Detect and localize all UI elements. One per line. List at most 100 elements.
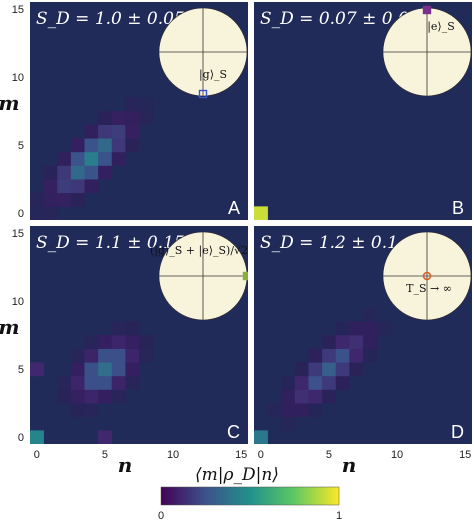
- colorbar: ⟨m|ρ_D|n⟩ 0 1: [158, 465, 342, 521]
- heatmap-cell: [98, 389, 113, 404]
- x-tick-label: 10: [391, 449, 403, 461]
- heatmap-cell: [125, 138, 140, 153]
- heatmap-cell: [281, 416, 296, 431]
- bloch-inset: (|g⟩_S + |e⟩_S)/√2: [150, 231, 252, 321]
- heatmap-cell: [70, 179, 85, 194]
- heatmap-cell: [70, 389, 85, 404]
- heatmap-cell: [125, 335, 140, 349]
- y-tick-label: 5: [18, 140, 24, 152]
- heatmap-cell: [30, 362, 44, 377]
- state-marker: [198, 89, 208, 99]
- heatmap-cell: [30, 192, 44, 207]
- heatmap-cell: [308, 375, 323, 390]
- bloch-inset: |e⟩_S: [382, 5, 472, 97]
- heatmap-cell: [349, 335, 364, 349]
- heatmap-cell: [98, 124, 113, 139]
- heatmap-cell: [98, 362, 113, 377]
- heatmap-cell: [84, 151, 99, 166]
- heatmap-cell: [139, 97, 153, 112]
- x-tick-label: 15: [459, 449, 471, 461]
- heatmap-cell: [125, 111, 140, 125]
- heatmap-cell: [267, 403, 282, 418]
- heatmap-cell: [70, 138, 85, 153]
- heatmap-cell: [335, 375, 350, 390]
- x-axis-label: n: [118, 453, 133, 477]
- heatmap-cell: [84, 335, 99, 349]
- heatmap-cell: [281, 403, 296, 418]
- heatmap-cell: [281, 389, 296, 404]
- heatmap-cell: [322, 389, 337, 404]
- heatmap-cell: [335, 362, 350, 377]
- colorbar-label: ⟨m|ρ_D|n⟩: [195, 465, 279, 485]
- heatmap-cell: [322, 335, 337, 349]
- heatmap-cell: [84, 138, 99, 153]
- heatmap-cell: [125, 375, 140, 390]
- sd-label: S_D = 1.1 ± 0.15: [36, 233, 185, 253]
- heatmap-cell: [125, 321, 140, 336]
- heatmap-cell: [111, 138, 126, 153]
- heatmap-cell: [98, 165, 113, 180]
- panel-d: S_D = 1.2 ± 0.1 D T_S → ∞: [254, 226, 472, 445]
- heatmap-cell: [308, 403, 323, 418]
- x-tick-label: 15: [235, 449, 247, 461]
- heatmap-cell: [254, 206, 268, 221]
- heatmap-cell: [57, 389, 72, 404]
- y-tick-label: 15: [12, 228, 24, 240]
- panel-letter: C: [227, 422, 240, 442]
- heatmap-cell: [57, 151, 72, 166]
- heatmap-cell: [98, 138, 113, 153]
- colorbar-max-label: 1: [336, 510, 342, 521]
- x-tick-label: 5: [326, 449, 332, 461]
- heatmap-cell: [98, 375, 113, 390]
- heatmap-cell: [322, 375, 337, 390]
- y-tick-label: 0: [18, 432, 24, 444]
- heatmap-cell: [111, 111, 126, 125]
- y-axis-label: m: [0, 91, 20, 115]
- heatmap-cell: [308, 348, 323, 363]
- heatmap-cell: [84, 362, 99, 377]
- heatmap-cell: [43, 165, 58, 180]
- heatmap-cell: [281, 375, 296, 390]
- heatmap-cell: [98, 111, 113, 125]
- heatmap-cell: [294, 362, 309, 377]
- heatmap-cell: [30, 430, 44, 445]
- heatmap-cells: [30, 321, 153, 445]
- heatmap-cell: [70, 165, 85, 180]
- heatmap-cell: [308, 362, 323, 377]
- y-tick-label: 10: [12, 72, 24, 84]
- sd-label: S_D = 1.0 ± 0.05: [36, 9, 185, 29]
- heatmap-cell: [111, 335, 126, 349]
- heatmap-cell: [98, 430, 113, 445]
- colorbar-gradient: [160, 486, 340, 506]
- heatmap-cell: [139, 111, 153, 125]
- state-marker: [422, 5, 432, 15]
- panel-a: S_D = 1.0 ± 0.05 A |g⟩_S: [30, 2, 248, 221]
- y-tick-label: 5: [18, 364, 24, 376]
- heatmap-cell: [294, 389, 309, 404]
- heatmap-cell: [111, 389, 126, 404]
- heatmap-cell: [98, 348, 113, 363]
- heatmap-cell: [111, 348, 126, 363]
- sd-label: S_D = 1.2 ± 0.1: [260, 233, 398, 253]
- x-tick-label: 0: [34, 449, 40, 461]
- heatmap-cell: [363, 321, 377, 336]
- heatmap-cells: [30, 97, 153, 221]
- heatmap-cell: [84, 124, 99, 139]
- heatmap-cell: [349, 348, 364, 363]
- heatmap-cell: [30, 206, 44, 221]
- state-label: T_S → ∞: [406, 282, 452, 295]
- heatmap-cell: [43, 179, 58, 194]
- x-tick-label: 10: [167, 449, 179, 461]
- state-marker: [422, 271, 432, 281]
- state-label: |e⟩_S: [427, 20, 455, 34]
- heatmap-cell: [84, 179, 99, 194]
- heatmap-cell: [70, 403, 85, 418]
- heatmap-cell: [98, 335, 113, 349]
- heatmap-cell: [363, 307, 377, 322]
- x-tick-label: 5: [102, 449, 108, 461]
- heatmap-cell: [125, 362, 140, 377]
- heatmap-cell: [363, 348, 377, 363]
- heatmap-cell: [125, 124, 140, 139]
- x-axis-label: n: [342, 453, 357, 477]
- heatmap-cell: [111, 321, 126, 336]
